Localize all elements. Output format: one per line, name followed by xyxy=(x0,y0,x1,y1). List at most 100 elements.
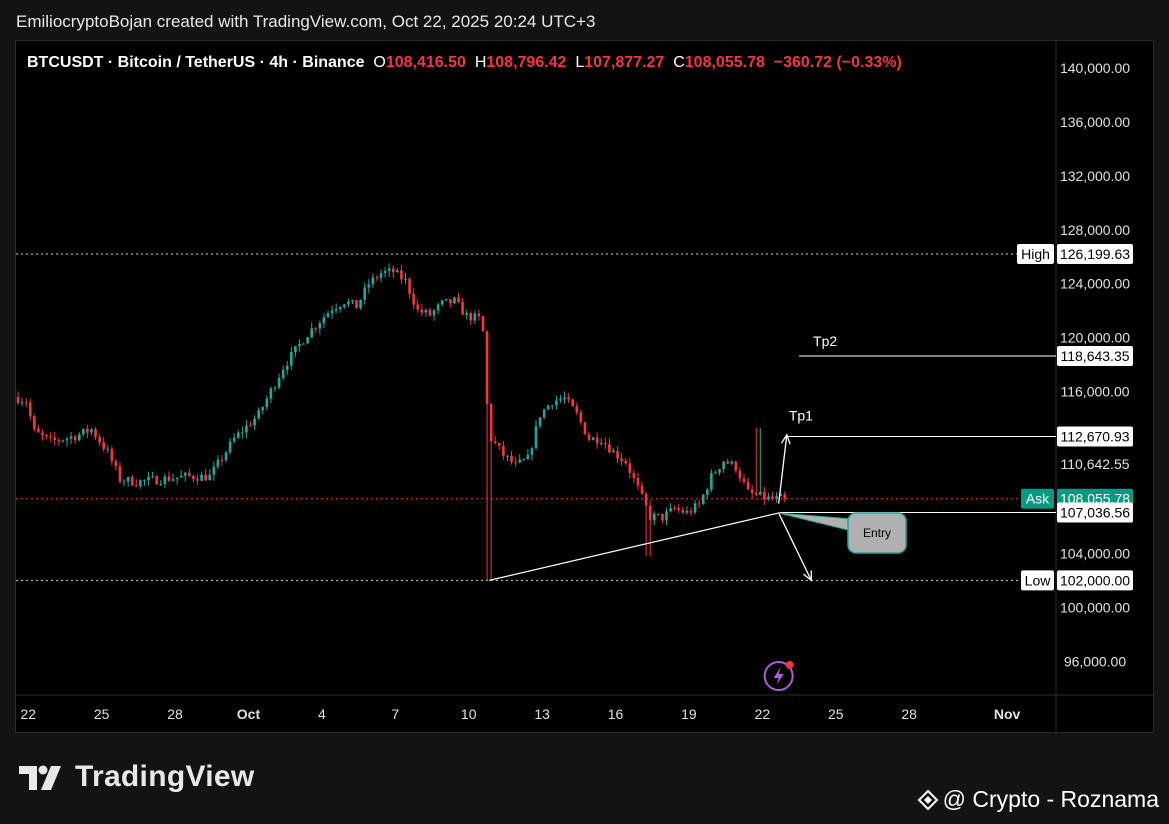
open-label: O xyxy=(373,54,386,71)
candle-body xyxy=(449,299,452,304)
candle-body xyxy=(652,514,656,521)
tradingview-logo-icon xyxy=(19,765,61,790)
candle-body xyxy=(546,405,550,410)
level-value-tag xyxy=(1057,426,1133,447)
candle-body xyxy=(522,459,526,461)
x-tick-label: 10 xyxy=(461,706,477,722)
chart-frame[interactable]: 126,199.63 High 118,643.35 Tp2 112,670.93 108… xyxy=(15,40,1155,734)
candle-body xyxy=(151,476,154,478)
candle-body xyxy=(583,422,587,435)
open-value: 108,416.50 xyxy=(385,54,466,71)
candle-body xyxy=(396,270,399,273)
candle-body xyxy=(620,458,623,461)
candle-body xyxy=(318,323,322,329)
candle-body xyxy=(648,505,652,521)
candle-body xyxy=(383,270,387,273)
candle-body xyxy=(750,489,754,493)
y-tick-label: 136,000.00 xyxy=(1060,114,1130,130)
candle-body xyxy=(77,434,81,441)
y-tick-label: 110,642.55 xyxy=(1060,456,1129,472)
y-tick-label: 132,000.00 xyxy=(1060,168,1130,184)
candle-body xyxy=(497,442,501,446)
candle-body xyxy=(200,474,203,481)
level-value: 112,670.93 xyxy=(1060,428,1129,444)
candle-body xyxy=(783,494,787,499)
candle-body xyxy=(436,304,440,311)
tradingview-logo[interactable]: TradingView xyxy=(17,760,254,794)
entry-callout xyxy=(847,512,907,554)
x-tick-label: 25 xyxy=(94,706,110,722)
level-name-tag xyxy=(1021,570,1054,591)
candle-body xyxy=(440,300,444,305)
candle-body xyxy=(457,297,460,302)
candle-body xyxy=(24,402,28,404)
candle-body xyxy=(338,307,342,310)
candle-body xyxy=(65,438,69,441)
candle-body xyxy=(595,437,599,444)
candle-body xyxy=(204,474,207,481)
candle-body xyxy=(228,441,232,453)
candle-body xyxy=(477,313,481,317)
candle-body xyxy=(363,287,367,300)
entry-callout-pointer xyxy=(778,512,853,532)
candle-body xyxy=(220,459,224,461)
candle-body xyxy=(567,397,570,400)
candle-body xyxy=(216,459,220,467)
candle-body xyxy=(669,508,672,512)
y-tick-label: 120,000.00 xyxy=(1060,330,1130,346)
candle-body xyxy=(689,511,693,513)
symbol-name: BTCUSDT · Bitcoin / TetherUS · 4h · Bina… xyxy=(27,54,365,71)
candle-body xyxy=(192,475,195,480)
candle-body xyxy=(608,444,611,453)
candle-body xyxy=(81,428,85,435)
candle-body xyxy=(86,428,89,433)
close-label: C xyxy=(673,54,685,71)
candle-body xyxy=(693,503,697,513)
candle-body xyxy=(746,481,750,490)
symbol-legend[interactable]: BTCUSDT · Bitcoin / TetherUS · 4h · Bina… xyxy=(27,54,902,72)
y-tick-label: 100,000.00 xyxy=(1060,599,1130,615)
x-tick-label: 7 xyxy=(391,706,399,722)
candle-body xyxy=(257,410,260,419)
candle-body xyxy=(734,461,738,471)
chart-caption: EmiliocryptoBojan created with TradingVi… xyxy=(16,12,596,31)
level-value-tag xyxy=(1057,345,1133,366)
candle-body xyxy=(188,472,191,476)
candle-body xyxy=(571,399,575,407)
candle-body xyxy=(387,268,391,271)
candle-body xyxy=(575,406,579,413)
candle-body xyxy=(245,425,248,433)
candle-body xyxy=(473,313,477,321)
candle-body xyxy=(759,492,762,495)
candle-body xyxy=(241,432,244,434)
candle-body xyxy=(726,461,729,464)
price-chart[interactable]: 126,199.63 High 118,643.35 Tp2 112,670.93 108… xyxy=(16,41,1155,734)
candle-body xyxy=(298,343,301,347)
candle-body xyxy=(359,299,362,309)
candle-body xyxy=(273,387,277,389)
candle-body xyxy=(534,425,538,449)
candle-body xyxy=(616,450,619,459)
candle-body xyxy=(775,496,778,500)
candle-body xyxy=(465,313,468,315)
y-tick-label: 96,000.00 xyxy=(1064,653,1126,669)
candle-body xyxy=(420,309,424,313)
candle-body xyxy=(294,346,297,353)
candle-body xyxy=(718,469,721,473)
candle-body xyxy=(665,511,668,520)
level-name: Ask xyxy=(1026,491,1050,507)
candle-body xyxy=(587,434,591,441)
candle-body xyxy=(163,476,167,484)
candle-body xyxy=(139,480,142,486)
candle-body xyxy=(98,437,101,443)
candle-body xyxy=(742,478,746,482)
candle-body xyxy=(314,328,318,330)
candle-body xyxy=(130,477,134,486)
candle-body xyxy=(375,277,379,279)
candle-body xyxy=(261,407,265,411)
x-tick-label: 28 xyxy=(901,706,917,722)
y-tick-label: 140,000.00 xyxy=(1060,60,1130,76)
candle-body xyxy=(632,473,636,479)
candle-body xyxy=(408,278,411,294)
x-tick-label: 28 xyxy=(167,706,183,722)
